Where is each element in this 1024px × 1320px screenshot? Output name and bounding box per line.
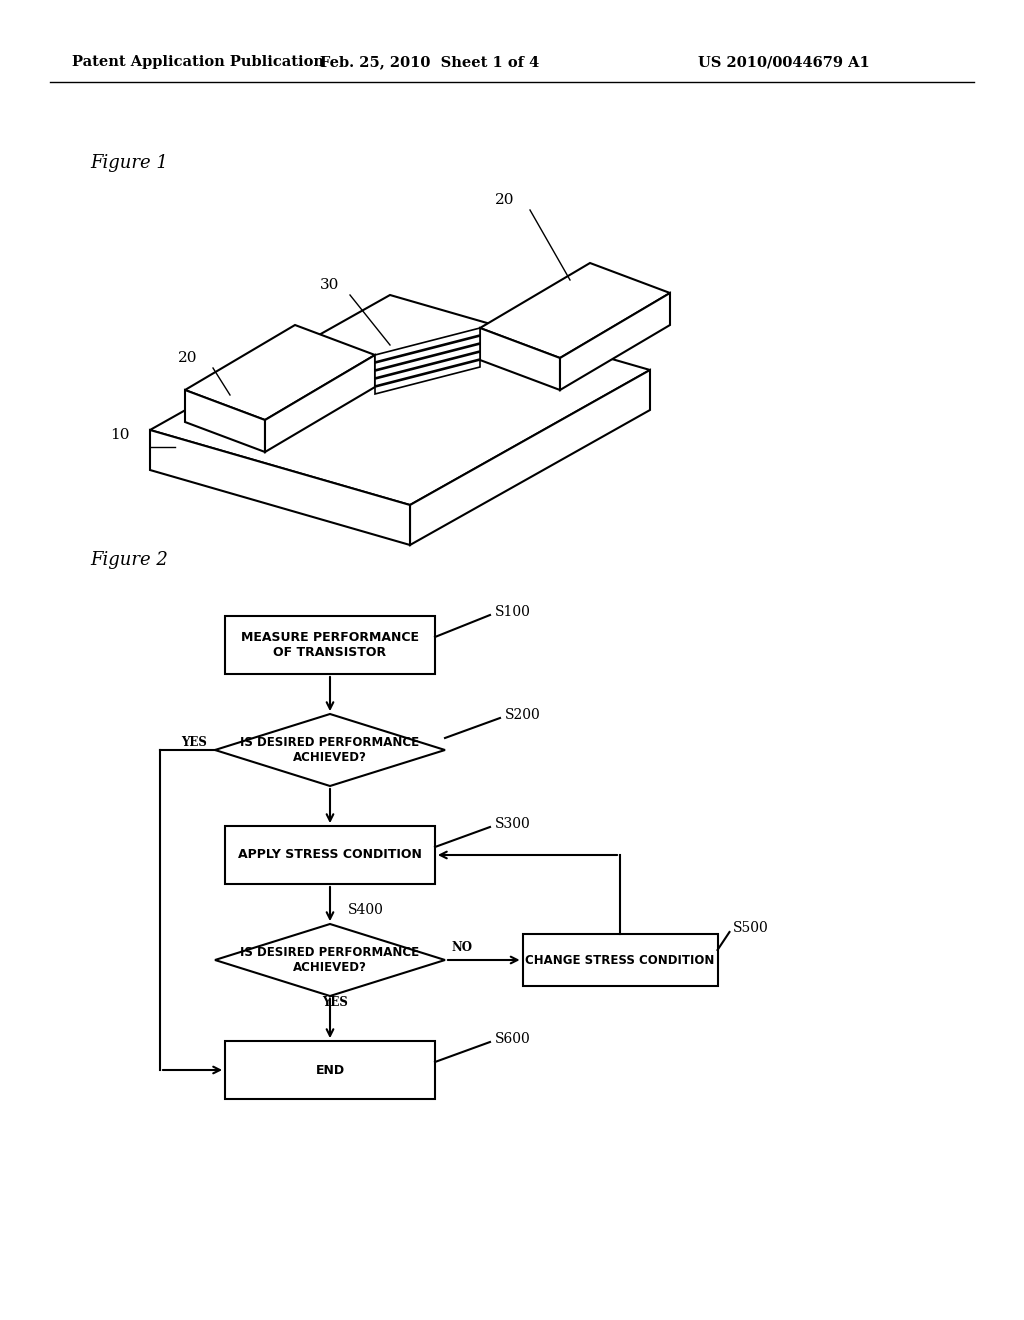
Text: CHANGE STRESS CONDITION: CHANGE STRESS CONDITION [525, 953, 715, 966]
Polygon shape [410, 370, 650, 545]
Polygon shape [480, 327, 560, 389]
Text: 20: 20 [496, 193, 515, 207]
Text: S600: S600 [495, 1032, 530, 1045]
Text: S100: S100 [495, 605, 530, 619]
Polygon shape [375, 327, 480, 362]
Polygon shape [375, 345, 480, 378]
Text: S500: S500 [732, 921, 768, 935]
Polygon shape [150, 430, 410, 545]
Polygon shape [185, 325, 375, 420]
Text: MEASURE PERFORMANCE
OF TRANSISTOR: MEASURE PERFORMANCE OF TRANSISTOR [241, 631, 419, 659]
Text: Figure 1: Figure 1 [90, 154, 168, 172]
Polygon shape [375, 337, 480, 370]
Text: S300: S300 [495, 817, 530, 832]
Text: S200: S200 [505, 708, 541, 722]
Polygon shape [375, 352, 480, 385]
Text: S400: S400 [348, 903, 384, 917]
Polygon shape [215, 714, 445, 785]
Text: YES: YES [323, 997, 348, 1008]
Polygon shape [215, 924, 445, 997]
Polygon shape [375, 360, 480, 393]
Text: IS DESIRED PERFORMANCE
ACHIEVED?: IS DESIRED PERFORMANCE ACHIEVED? [241, 946, 420, 974]
Polygon shape [480, 263, 670, 358]
Text: APPLY STRESS CONDITION: APPLY STRESS CONDITION [238, 849, 422, 862]
Text: US 2010/0044679 A1: US 2010/0044679 A1 [698, 55, 870, 69]
Text: END: END [315, 1064, 344, 1077]
Polygon shape [560, 293, 670, 389]
Polygon shape [185, 389, 265, 451]
FancyBboxPatch shape [225, 826, 435, 884]
Text: IS DESIRED PERFORMANCE
ACHIEVED?: IS DESIRED PERFORMANCE ACHIEVED? [241, 737, 420, 764]
FancyBboxPatch shape [225, 1041, 435, 1100]
Text: Feb. 25, 2010  Sheet 1 of 4: Feb. 25, 2010 Sheet 1 of 4 [321, 55, 540, 69]
Text: 20: 20 [178, 351, 198, 366]
Text: NO: NO [451, 941, 472, 954]
Text: Patent Application Publication: Patent Application Publication [72, 55, 324, 69]
Polygon shape [150, 294, 650, 506]
Text: 10: 10 [111, 428, 130, 442]
Text: YES: YES [181, 735, 207, 748]
Polygon shape [265, 355, 375, 451]
FancyBboxPatch shape [522, 935, 718, 986]
Text: Figure 2: Figure 2 [90, 550, 168, 569]
FancyBboxPatch shape [225, 616, 435, 675]
Text: 30: 30 [321, 279, 340, 292]
